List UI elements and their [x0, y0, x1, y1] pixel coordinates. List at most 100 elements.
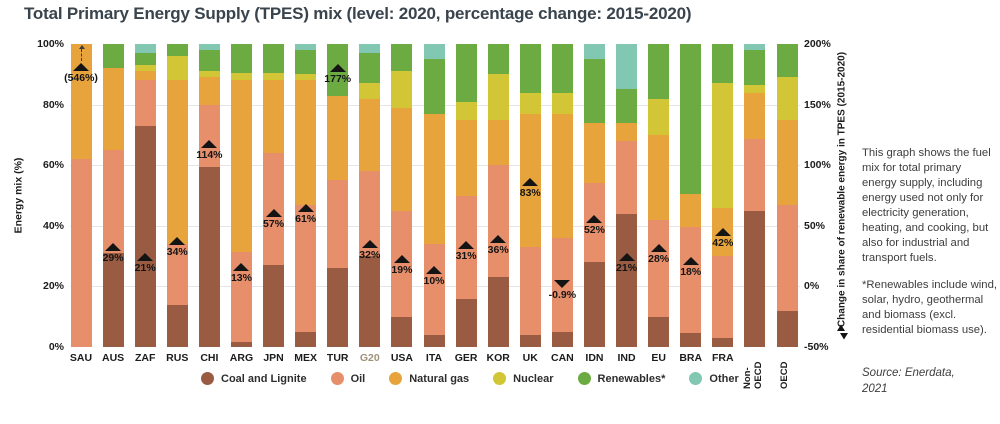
bar-segment-gas	[295, 80, 317, 205]
annotation-triangle	[618, 252, 635, 261]
bar-segment-oil	[616, 140, 638, 214]
annotation-triangle	[137, 252, 154, 261]
bar-segment-nuclear	[551, 92, 573, 114]
bar-segment-renewables	[551, 44, 573, 93]
bar-MEX	[295, 44, 317, 347]
bar-segment-coal	[295, 331, 317, 347]
legend-label: Coal and Lignite	[221, 372, 307, 385]
annotation-triangle	[361, 239, 378, 248]
bar-segment-other	[198, 44, 220, 51]
bar-segment-oil	[263, 153, 285, 266]
left-tick-label: 100%	[37, 38, 64, 50]
bar-segment-gas	[198, 77, 220, 105]
bar-segment-oil	[102, 150, 124, 254]
bar-segment-oil	[70, 159, 92, 347]
right-tick-label: 150%	[804, 98, 831, 111]
annotation-label: 36%	[487, 243, 509, 256]
left-tick-label: 80%	[42, 98, 64, 111]
bar-segment-coal	[551, 331, 573, 347]
bar-segment-other	[616, 44, 638, 90]
bar-segment-other	[295, 44, 317, 51]
gas-swatch-icon	[389, 372, 403, 385]
annotation-label: 18%	[680, 265, 702, 278]
annotation-label: 32%	[359, 248, 381, 261]
bar-OECD	[776, 44, 798, 347]
bar-CAN	[551, 44, 573, 347]
source-line: Source: Enerdata,	[862, 367, 955, 379]
bar-USA	[391, 44, 413, 347]
x-axis-label-ARG: ARG	[229, 352, 254, 364]
annotation-triangle	[714, 227, 731, 236]
right-axis-title: Change in share of renewable energy in T…	[836, 51, 848, 328]
bar-IND	[616, 44, 638, 347]
x-axis-label-BRA: BRA	[679, 352, 703, 364]
bar-segment-oil	[198, 104, 220, 167]
bar-segment-oil	[487, 165, 509, 278]
bar-segment-other	[423, 44, 445, 60]
x-axis-label-RUS: RUS	[166, 352, 189, 364]
bar-segment-coal	[230, 342, 252, 347]
annotation-label: (546%)	[64, 72, 98, 85]
x-axis-label-UK: UK	[522, 352, 538, 364]
bar-segment-renewables	[391, 44, 413, 72]
annotation-label: 52%	[583, 224, 605, 237]
bar-segment-coal	[487, 277, 509, 347]
bar-segment-nuclear	[487, 74, 509, 120]
right-tick-label: 100%	[804, 159, 831, 172]
bar-segment-nuclear	[776, 77, 798, 120]
annotation-triangle	[682, 256, 699, 265]
x-axis-label-JPN: JPN	[263, 352, 284, 364]
bar-FRA	[712, 44, 734, 347]
bar-segment-renewables	[616, 89, 638, 123]
bar-segment-oil	[744, 139, 766, 211]
bar-segment-nuclear	[198, 71, 220, 78]
bar-G20	[359, 44, 381, 347]
x-axis-label-TUR: TUR	[326, 352, 349, 364]
right-tick-label: -50%	[804, 341, 829, 353]
offscale-arrow-head	[78, 45, 85, 50]
left-tick-label: 60%	[42, 159, 64, 172]
annotation-label: 21%	[134, 261, 156, 274]
x-axis-label-GER: GER	[454, 352, 478, 364]
annotation-label: 34%	[166, 246, 188, 259]
bar-segment-renewables	[166, 44, 188, 57]
bar-TUR	[327, 44, 349, 347]
bar-segment-gas	[680, 194, 702, 228]
bar-segment-coal	[263, 265, 285, 347]
x-axis-label-USA: USA	[390, 352, 413, 364]
x-axis-label-FRA: FRA	[712, 352, 734, 364]
bar-segment-gas	[583, 122, 605, 184]
bar-ARG	[230, 44, 252, 347]
bar-segment-coal	[648, 316, 670, 347]
annotation-triangle	[522, 177, 539, 186]
bar-segment-nuclear	[134, 65, 156, 72]
annotation-label: 83%	[519, 186, 541, 199]
bar-segment-nuclear	[712, 83, 734, 208]
annotation-label: 29%	[102, 252, 124, 265]
bar-segment-other	[359, 44, 381, 54]
chart-title: Total Primary Energy Supply (TPES) mix (…	[24, 4, 692, 23]
bar-segment-oil	[327, 180, 349, 269]
bar-segment-renewables	[263, 44, 285, 73]
bar-segment-renewables	[487, 44, 509, 75]
bar-segment-other	[134, 44, 156, 54]
bar-BRA	[680, 44, 702, 347]
bar-segment-nuclear	[744, 84, 766, 93]
bar-segment-gas	[70, 44, 92, 160]
bar-Non-OECD	[744, 44, 766, 347]
x-axis-label-KOR: KOR	[486, 352, 510, 364]
bar-JPN	[263, 44, 285, 347]
bar-segment-nuclear	[359, 83, 381, 99]
bar-segment-coal	[423, 334, 445, 347]
bar-segment-nuclear	[263, 72, 285, 81]
bar-segment-renewables	[776, 44, 798, 78]
bar-segment-renewables	[230, 44, 252, 73]
nuclear-swatch-icon	[493, 372, 507, 385]
bar-segment-renewables	[134, 53, 156, 66]
annotation-triangle	[426, 266, 442, 275]
left-tick-label: 40%	[42, 219, 64, 232]
bar-IDN	[583, 44, 605, 347]
bar-segment-oil	[391, 210, 413, 317]
up-down-arrows-icon	[836, 324, 849, 345]
